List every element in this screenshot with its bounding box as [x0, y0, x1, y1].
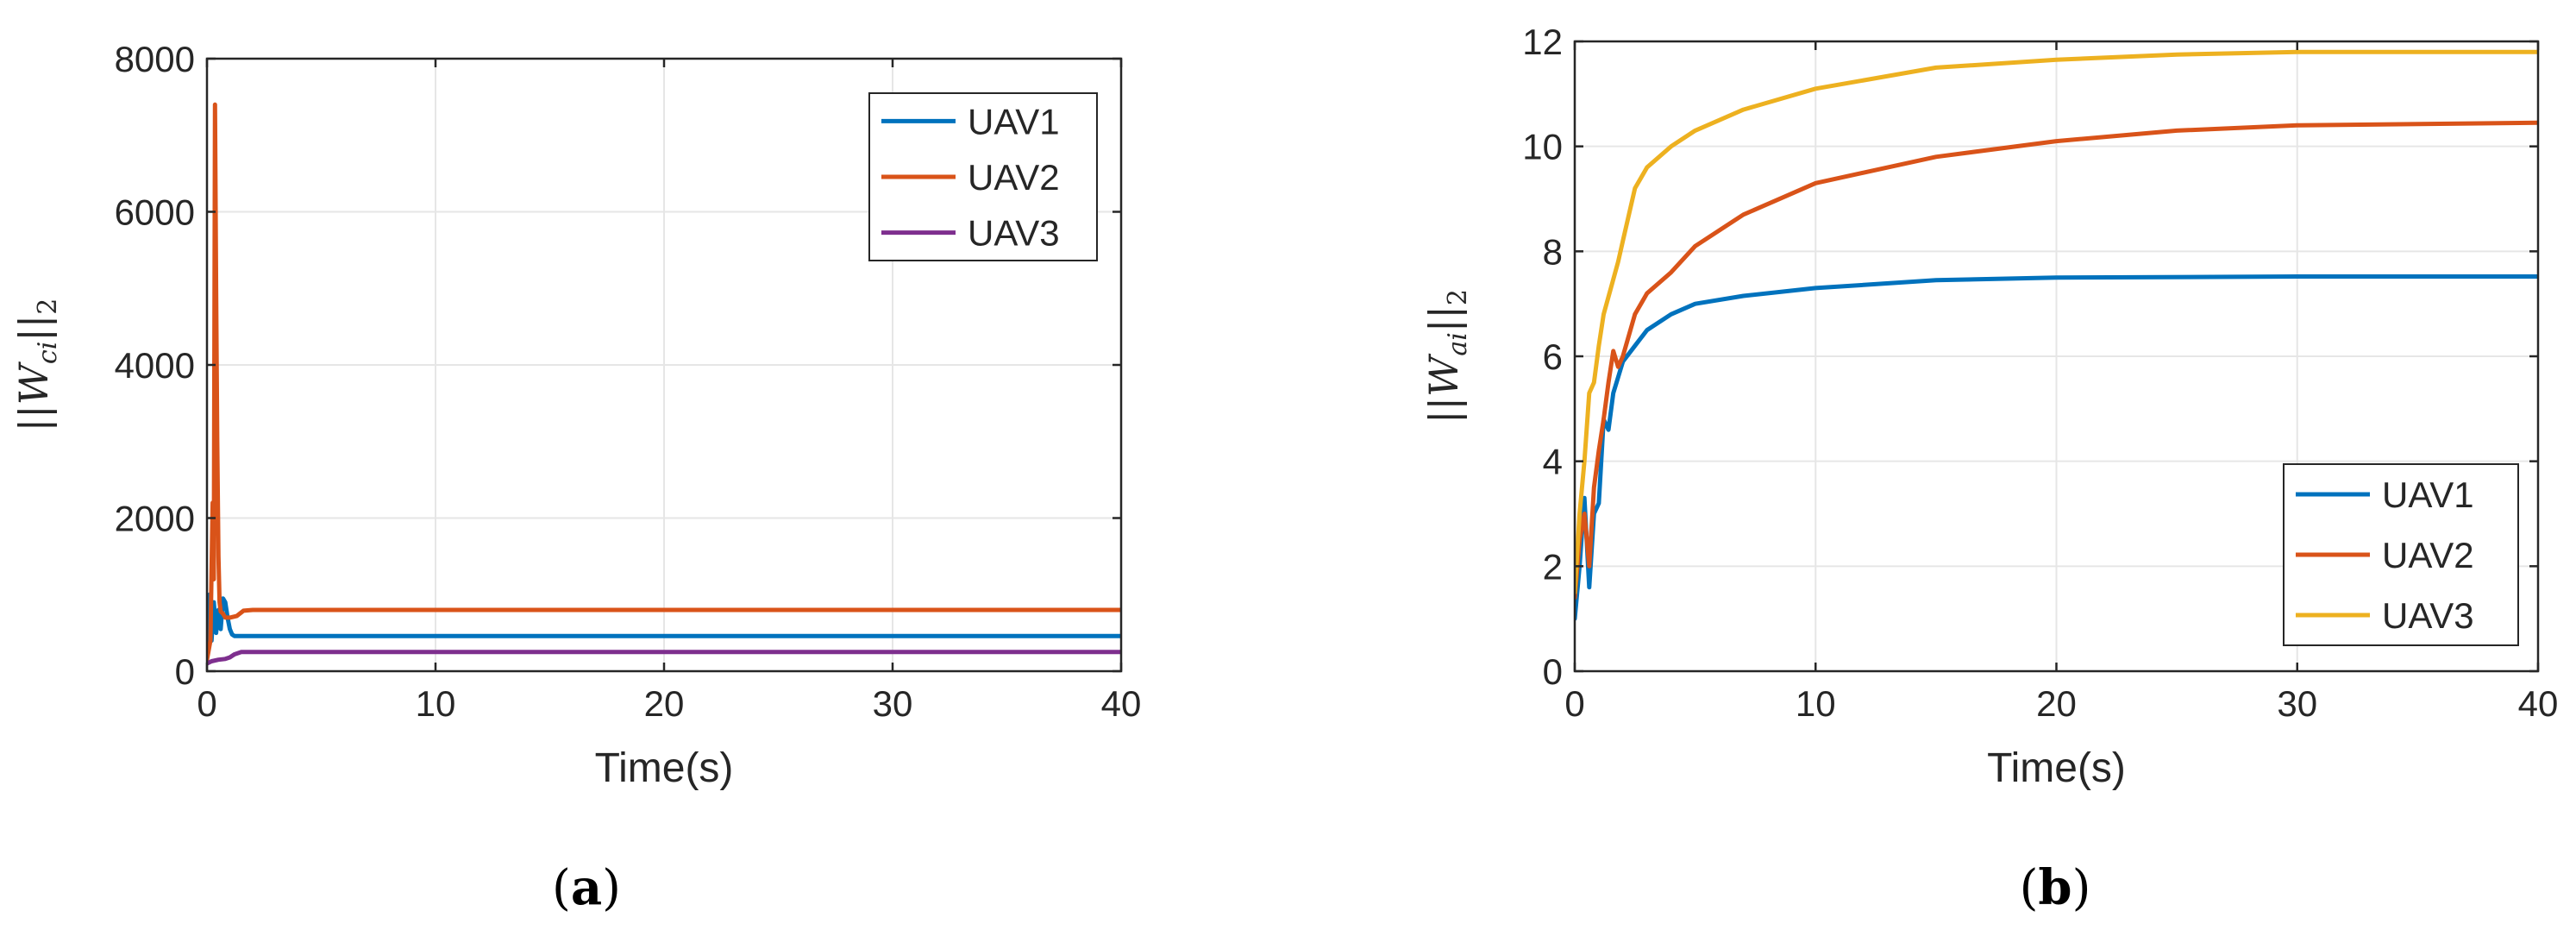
- chart-b: 0 10 20 30 40024681012Time(s)||Wai||2UAV1UAV…: [1420, 22, 2558, 916]
- x-tick-label: 20: [644, 683, 685, 724]
- x-tick-label: 30: [873, 683, 913, 724]
- y-tick-label: 4: [1543, 442, 1563, 482]
- x-axis-label: Time(s): [1987, 745, 2126, 791]
- y-tick-label: 10: [1522, 127, 1563, 167]
- legend-label-uav2: UAV2: [2382, 535, 2474, 575]
- chart-a: 0 10 20 30 40 0 2000 4000 6000 8000 Time(s) ||Wci||…: [10, 39, 1141, 916]
- legend-label-uav2: UAV2: [968, 157, 1060, 198]
- x-tick-label: 30: [2277, 683, 2317, 724]
- series-line-uav2: [1575, 120, 2538, 600]
- legend-label-uav3: UAV3: [968, 213, 1060, 254]
- series-line-uav3: [207, 650, 1121, 666]
- legend: UAV1 UAV2 UAV3: [868, 92, 1098, 261]
- y-tick-label: 4000: [115, 345, 195, 386]
- legend: UAV1 UAV2 UAV3: [2283, 463, 2519, 646]
- panel-label: (b): [2020, 859, 2091, 916]
- y-tick-label: 0: [1543, 651, 1563, 692]
- legend-label-uav1: UAV1: [968, 101, 1060, 141]
- y-tick-label: 6: [1543, 336, 1563, 377]
- series-group: [207, 102, 1121, 666]
- series-group: [1575, 49, 2538, 621]
- series-line-uav3: [1575, 49, 2538, 595]
- series-line-uav1: [207, 592, 1121, 650]
- y-tick-label: 0: [175, 651, 195, 692]
- x-tick-label: 20: [2036, 683, 2077, 724]
- y-axis-label: ||Wci||2: [10, 298, 63, 432]
- y-tick-label: 2000: [115, 499, 195, 539]
- x-tick-label: 10: [416, 683, 456, 724]
- x-tick-label: 40: [1101, 683, 1142, 724]
- y-tick-label: 8: [1543, 231, 1563, 272]
- x-tick-label: 10: [1796, 683, 1836, 724]
- x-tick-label: 40: [2518, 683, 2559, 724]
- y-tick-label: 2: [1543, 546, 1563, 587]
- x-axis-label: Time(s): [595, 745, 734, 791]
- series-line-uav2: [207, 102, 1121, 663]
- panel-label: (a): [552, 859, 621, 916]
- y-tick-label: 8000: [115, 39, 195, 79]
- legend-label-uav3: UAV3: [2382, 595, 2474, 636]
- legend-label-uav1: UAV1: [2382, 474, 2474, 515]
- x-tick-label: 0: [1564, 683, 1584, 724]
- x-tick-label: 0: [197, 683, 216, 724]
- y-tick-label: 6000: [115, 192, 195, 233]
- y-axis-label: ||Wai||2: [1420, 289, 1473, 424]
- y-tick-label: 12: [1522, 22, 1563, 62]
